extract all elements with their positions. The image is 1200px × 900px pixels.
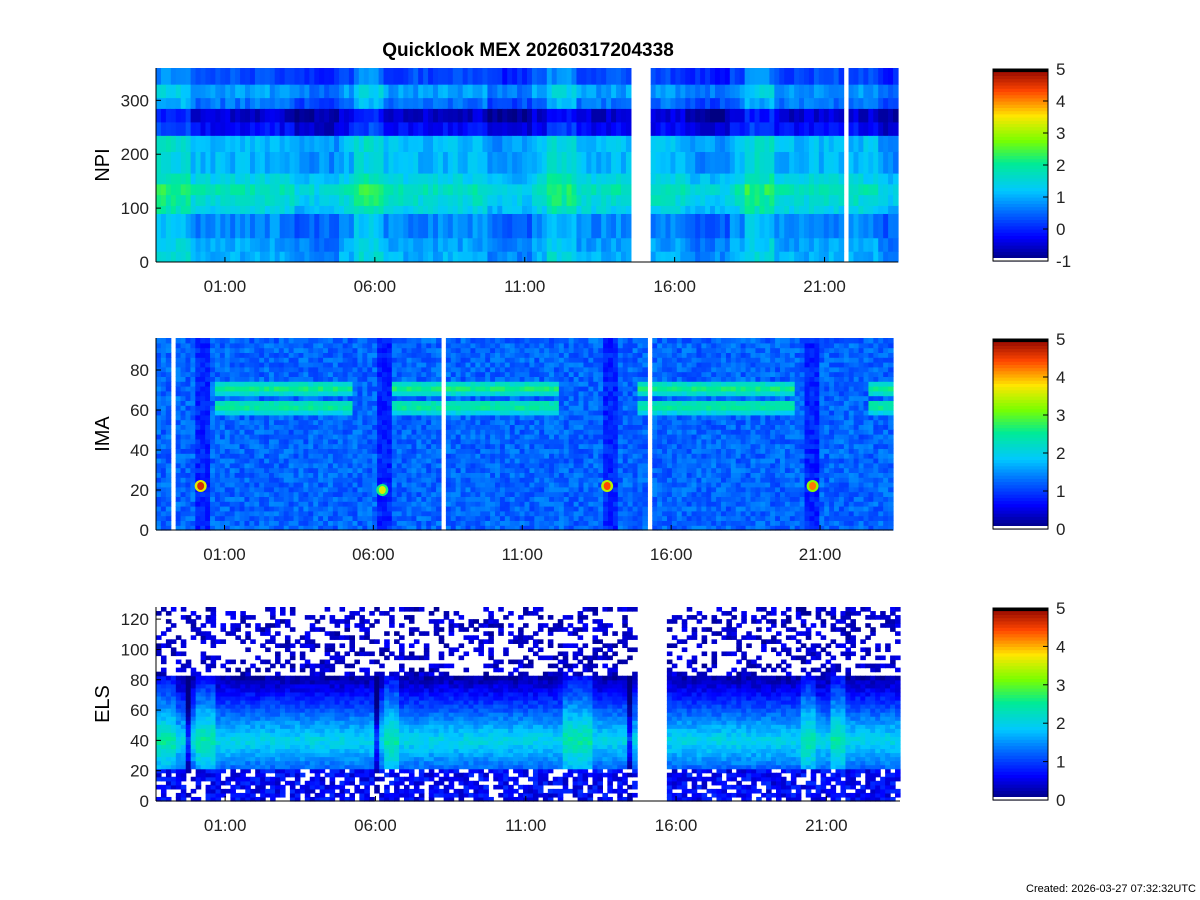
heatmap-ima [156,338,894,531]
x-tick-label: 11:00 [504,277,545,296]
y-tick-label: 0 [140,792,149,811]
x-tick-label: 16:00 [655,816,698,835]
x-tick-label: 01:00 [203,545,246,564]
colorbar-tick-label: 3 [1056,676,1065,695]
y-tick-label: 300 [121,91,149,110]
y-tick-label: 80 [130,361,149,380]
colorbar-tick-label: 3 [1056,406,1065,425]
y-tick-label: 200 [121,145,149,164]
colorbar-tick-label: 0 [1056,220,1065,239]
x-tick-label: 16:00 [650,545,693,564]
y-tick-label: 80 [130,671,149,690]
y-tick-label: 120 [121,610,149,629]
colorbar-tick-label: 1 [1056,188,1065,207]
colorbar-tick-label: 0 [1056,520,1065,539]
x-tick-label: 01:00 [204,277,247,296]
x-tick-label: 11:00 [505,816,546,835]
panel-npi: 0 100 200 300 01:00 06:00 11:00 16:00 21:00 NPI -1… [92,60,1071,296]
colorbar-tick-label: 3 [1056,124,1065,143]
y-tick-label: 0 [140,521,149,540]
y-axis-label: IMA [92,416,114,452]
x-tick-label: 11:00 [502,545,543,564]
y-tick-label: 60 [130,701,149,720]
y-tick-label: 0 [140,253,149,272]
x-tick-label: 06:00 [354,816,397,835]
colorbar-tick-label: 5 [1056,599,1065,618]
colorbar-tick-label: -1 [1056,252,1071,271]
colorbar-ima: 0 1 2 3 4 5 [993,330,1065,539]
y-axis-label: NPI [92,148,114,181]
y-tick-label: 60 [130,401,149,420]
heatmap-npi [156,68,899,263]
y-tick-label: 40 [130,731,149,750]
y-axis-label: ELS [92,685,114,723]
x-tick-label: 01:00 [204,816,247,835]
x-tick-label: 06:00 [354,277,397,296]
colorbar-tick-label: 2 [1056,714,1065,733]
colorbar-tick-label: 4 [1056,368,1065,387]
colorbar-npi: -1 0 1 2 3 4 5 [993,60,1071,271]
creation-timestamp: Created: 2026-03-27 07:32:32UTC [1026,883,1196,895]
colorbar-tick-label: 1 [1056,482,1065,501]
colorbar-tick-label: 2 [1056,156,1065,175]
y-tick-label: 20 [130,481,149,500]
colorbar-tick-label: 5 [1056,60,1065,79]
y-tick-label: 20 [130,762,149,781]
colorbar-tick-label: 2 [1056,444,1065,463]
y-tick-label: 100 [121,640,149,659]
x-tick-label: 21:00 [799,545,842,564]
x-tick-label: 21:00 [805,816,848,835]
y-tick-label: 40 [130,441,149,460]
colorbar-tick-label: 0 [1056,791,1065,810]
heatmap-els [156,607,901,802]
x-tick-label: 06:00 [352,545,395,564]
colorbar-tick-label: 4 [1056,92,1065,111]
colorbar-tick-label: 5 [1056,330,1065,349]
panel-ima: 0 20 40 60 80 01:00 06:00 11:00 16:00 21:00 IMA 0 1 2… [92,330,1065,564]
colorbar-tick-label: 4 [1056,637,1065,656]
x-tick-label: 21:00 [803,277,846,296]
figure-title: Quicklook MEX 20260317204338 [382,40,674,61]
colorbar-tick-label: 1 [1056,753,1065,772]
x-tick-label: 16:00 [653,277,696,296]
y-tick-label: 100 [121,199,149,218]
colorbar-els: 0 1 2 3 4 5 [993,599,1065,810]
